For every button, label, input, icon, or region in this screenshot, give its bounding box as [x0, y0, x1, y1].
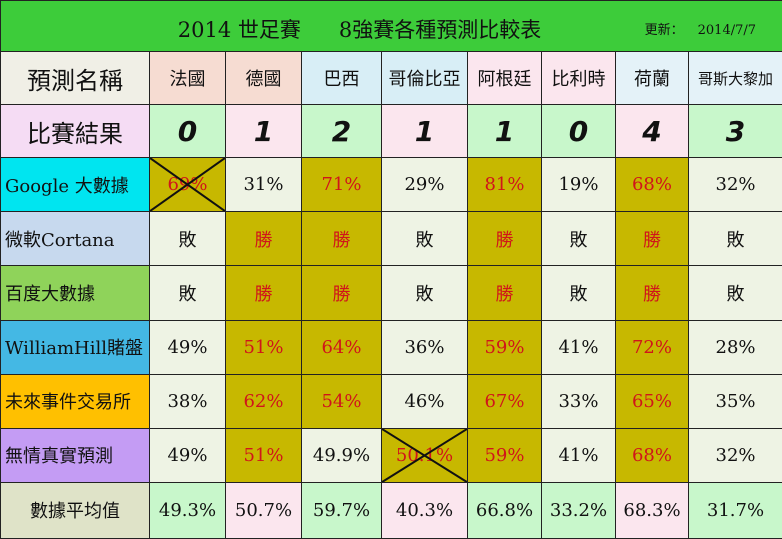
prediction-row-future-exchange: 未來事件交易所 38% 62% 54% 46% 67% 33% 65% 35%: [0, 373, 782, 429]
row-label-wuqing: 無情真實預測: [0, 427, 150, 483]
pred-cell: 81%: [467, 157, 542, 213]
prediction-row-wuqing: 無情真實預測 49% 51% 49.9% 50.1% 59% 41% 68% 3…: [0, 427, 782, 483]
pred-cell: 62%: [225, 373, 302, 429]
team-header-brazil: 巴西: [301, 51, 382, 106]
result-brazil: 2: [301, 104, 382, 159]
pred-cell: 41%: [541, 319, 616, 375]
pred-cell: 69%: [149, 157, 226, 213]
update-date: 2014/7/7: [697, 23, 757, 38]
pred-cell: 59%: [467, 427, 542, 483]
pred-cell: 29%: [381, 157, 468, 213]
row-label-baidu: 百度大數據: [0, 265, 150, 321]
update-label: 更新：: [644, 23, 684, 38]
team-header-belgium: 比利時: [541, 51, 616, 106]
pred-cell: 49.9%: [301, 427, 382, 483]
average-label: 數據平均值: [0, 481, 150, 539]
pred-cell: 勝: [225, 211, 302, 267]
result-row: 比賽結果 0 1 2 1 1 0 4 3: [0, 104, 782, 159]
pred-cell: 勝: [301, 265, 382, 321]
pred-cell: 敗: [687, 211, 782, 267]
title-subtitle: 8強賽各種預測比較表: [338, 18, 542, 42]
pred-cell: 敗: [149, 265, 226, 321]
row-label-google: Google 大數據: [0, 157, 150, 213]
result-argentina: 1: [467, 104, 542, 159]
pred-cell: 敗: [381, 211, 468, 267]
average-germany: 50.7%: [225, 481, 302, 539]
header-row: 預測名稱 法國 德國 巴西 哥倫比亞 阿根廷 比利時 荷蘭 哥斯大黎加: [0, 51, 782, 106]
average-argentina: 66.8%: [467, 481, 542, 539]
pred-cell: 敗: [541, 265, 616, 321]
prediction-row-baidu: 百度大數據 敗 勝 勝 敗 勝 敗 勝 敗: [0, 265, 782, 321]
team-header-argentina: 阿根廷: [467, 51, 542, 106]
pred-cell: 49%: [149, 427, 226, 483]
pred-cell: 59%: [467, 319, 542, 375]
pred-cell: 36%: [381, 319, 468, 375]
header-label: 預測名稱: [0, 51, 150, 106]
pred-cell: 勝: [301, 211, 382, 267]
title-bar: 2014 世足賽 8強賽各種預測比較表 更新： 2014/7/7: [0, 0, 782, 53]
pred-cell: 72%: [615, 319, 689, 375]
pred-cell: 46%: [381, 373, 468, 429]
average-belgium: 33.2%: [541, 481, 616, 539]
pred-cell: 28%: [687, 319, 782, 375]
pred-cell: 勝: [467, 265, 542, 321]
average-colombia: 40.3%: [381, 481, 468, 539]
pred-cell: 勝: [615, 265, 689, 321]
pred-cell: 54%: [301, 373, 382, 429]
pred-cell: 勝: [225, 265, 302, 321]
pred-cell: 勝: [615, 211, 689, 267]
average-netherlands: 68.3%: [615, 481, 689, 539]
update-info: 更新： 2014/7/7: [645, 19, 756, 38]
title-year-event: 2014 世足賽: [177, 18, 301, 42]
pred-cell: 50.1%: [381, 427, 468, 483]
prediction-row-google: Google 大數據 69% 31% 71% 29% 81% 19% 68% 3…: [0, 157, 782, 213]
pred-cell: 31%: [225, 157, 302, 213]
pred-cell: 敗: [541, 211, 616, 267]
pred-cell: 32%: [687, 427, 782, 483]
prediction-row-cortana: 微軟Cortana 敗 勝 勝 敗 勝 敗 勝 敗: [0, 211, 782, 267]
average-brazil: 59.7%: [301, 481, 382, 539]
row-label-future-exchange: 未來事件交易所: [0, 373, 150, 429]
pred-cell: 敗: [381, 265, 468, 321]
average-row: 數據平均值 49.3% 50.7% 59.7% 40.3% 66.8% 33.2…: [0, 481, 782, 539]
result-costa-rica: 3: [687, 104, 782, 159]
result-colombia: 1: [381, 104, 468, 159]
result-france: 0: [149, 104, 226, 159]
team-header-colombia: 哥倫比亞: [381, 51, 468, 106]
result-netherlands: 4: [615, 104, 689, 159]
average-france: 49.3%: [149, 481, 226, 539]
team-header-france: 法國: [149, 51, 226, 106]
result-label: 比賽結果: [0, 104, 150, 159]
pred-cell: 敗: [149, 211, 226, 267]
team-header-germany: 德國: [225, 51, 302, 106]
row-label-cortana: 微軟Cortana: [0, 211, 150, 267]
average-costa-rica: 31.7%: [687, 481, 782, 539]
pred-cell: 51%: [225, 427, 302, 483]
pred-cell: 19%: [541, 157, 616, 213]
pred-cell: 38%: [149, 373, 226, 429]
pred-cell: 67%: [467, 373, 542, 429]
row-label-williamhill: WilliamHill賭盤: [0, 319, 150, 375]
prediction-row-williamhill: WilliamHill賭盤 49% 51% 64% 36% 59% 41% 72…: [0, 319, 782, 375]
pred-cell: 68%: [615, 157, 689, 213]
team-header-costa-rica: 哥斯大黎加: [687, 51, 782, 106]
pred-cell: 敗: [687, 265, 782, 321]
pred-cell: 71%: [301, 157, 382, 213]
pred-cell: 64%: [301, 319, 382, 375]
result-germany: 1: [225, 104, 302, 159]
pred-cell: 51%: [225, 319, 302, 375]
pred-cell: 49%: [149, 319, 226, 375]
pred-cell: 68%: [615, 427, 689, 483]
pred-cell: 勝: [467, 211, 542, 267]
pred-cell: 33%: [541, 373, 616, 429]
pred-cell: 41%: [541, 427, 616, 483]
team-header-netherlands: 荷蘭: [615, 51, 689, 106]
result-belgium: 0: [541, 104, 616, 159]
pred-cell: 35%: [687, 373, 782, 429]
pred-cell: 32%: [687, 157, 782, 213]
pred-cell: 65%: [615, 373, 689, 429]
